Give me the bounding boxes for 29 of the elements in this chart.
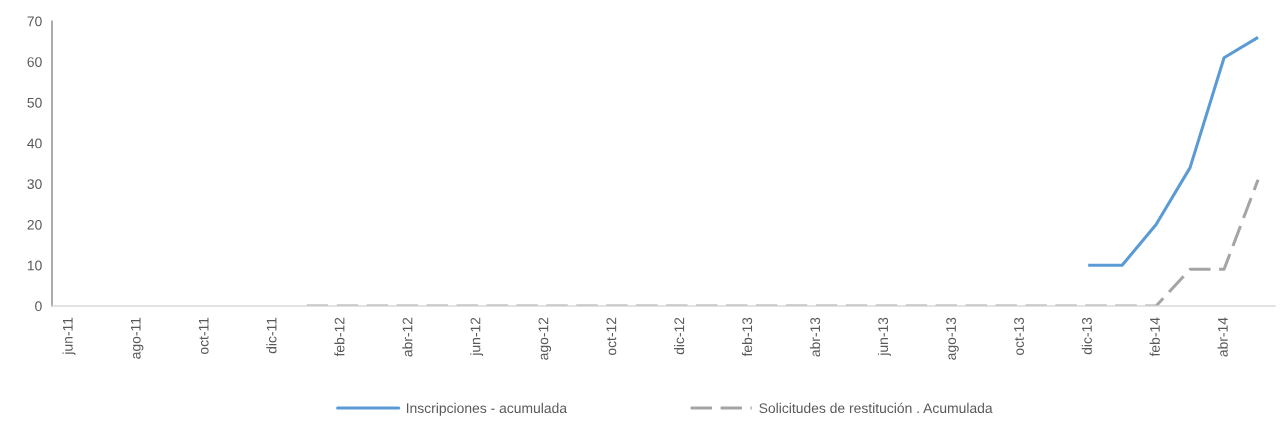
x-tick-label: feb-12	[334, 317, 345, 357]
x-tick-label: oct-13	[1014, 317, 1024, 356]
legend-label: Inscripciones - acumulada	[406, 402, 568, 416]
x-tick-label: dic-13	[1081, 317, 1092, 355]
y-tick-label: 10	[27, 260, 42, 271]
y-tick-label: 0	[35, 301, 42, 312]
x-tick-label: abr-12	[402, 317, 413, 357]
y-tick-label: 20	[27, 219, 42, 230]
x-tick-label: dic-12	[674, 317, 685, 355]
line-series	[1086, 35, 1260, 267]
x-tick-label: feb-14	[1149, 317, 1160, 357]
y-tick-label: 50	[27, 97, 42, 108]
x-tick-label: ago-13	[946, 317, 959, 360]
x-tick-label: abr-13	[809, 317, 821, 357]
x-tick-label: oct-11	[198, 317, 209, 355]
legend-label: Solicitudes de restitución . Acumulada	[759, 402, 993, 414]
x-tick-label: abr-14	[1217, 317, 1228, 357]
x-tick-label: jun-11	[62, 317, 76, 355]
y-tick-label: 60	[27, 57, 42, 67]
x-tick-label: oct-12	[606, 317, 617, 356]
x-tick-label: feb-13	[741, 317, 753, 357]
x-tick-label: ago-12	[538, 317, 552, 360]
x-tick-label: jun-13	[877, 317, 891, 356]
y-tick-label: 30	[27, 179, 42, 190]
y-tick-label: 70	[27, 16, 42, 27]
x-tick-label: jun-12	[470, 317, 484, 356]
x-tick-label: dic-11	[266, 317, 277, 354]
y-tick-label: 40	[27, 138, 42, 149]
x-tick-label: ago-11	[130, 317, 144, 359]
